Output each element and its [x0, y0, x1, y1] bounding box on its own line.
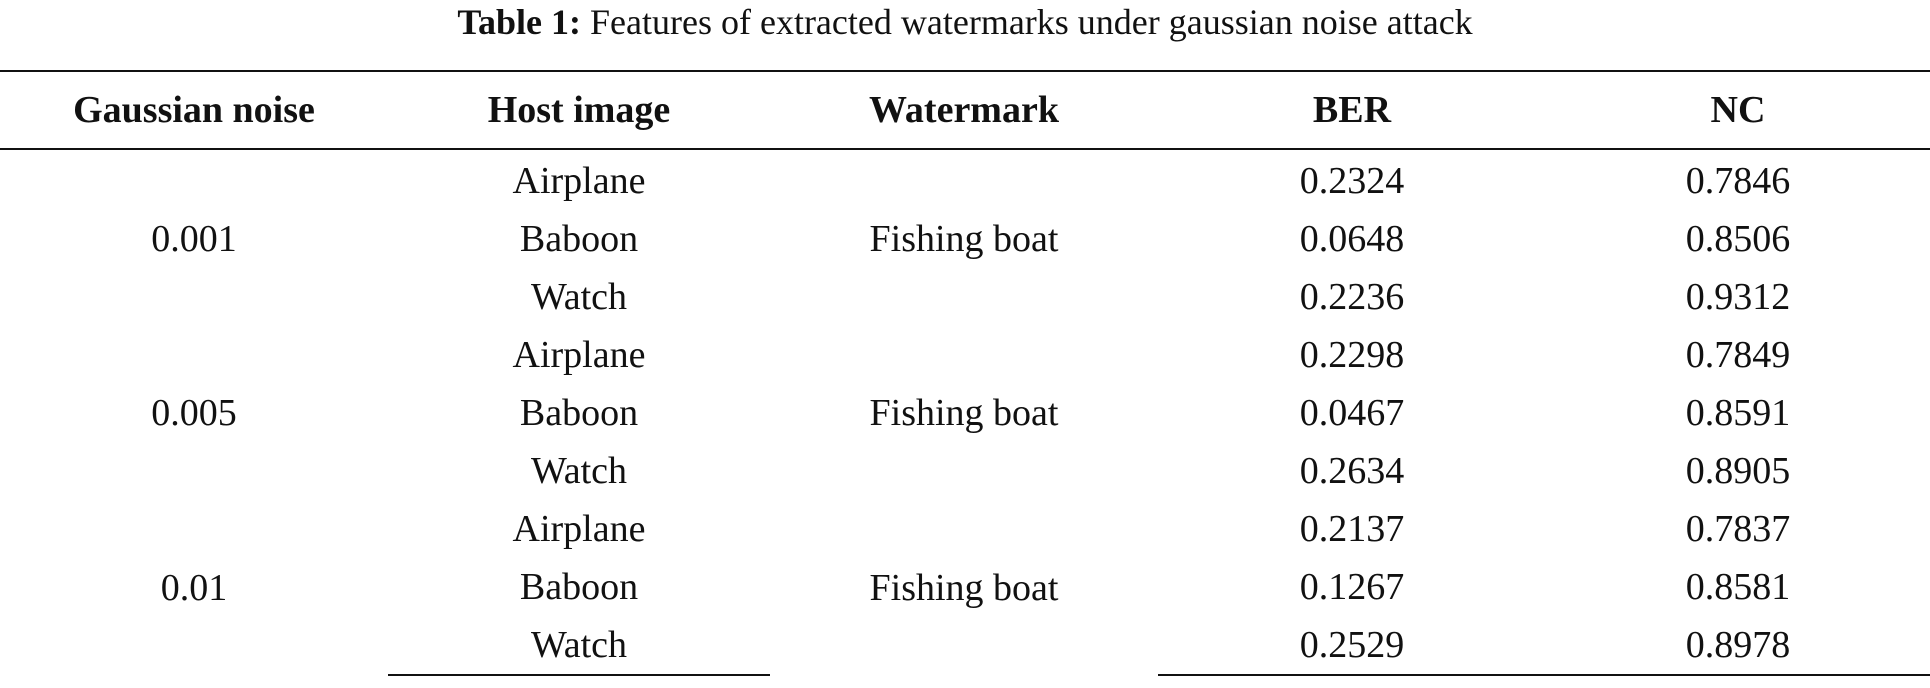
host-cell: Airplane	[512, 508, 646, 550]
nc-cell: 0.8581	[1685, 566, 1791, 608]
table-row: Watch 0.2634 0.8905	[0, 442, 1930, 500]
noise-cell: 0.001	[151, 218, 237, 260]
table-row: Watch 0.2236 0.9312	[0, 268, 1930, 326]
ber-cell: 0.2634	[1299, 450, 1405, 492]
table-row: Baboon 0.0648 0.8506	[0, 210, 1930, 268]
ber-cell: 0.1267	[1299, 566, 1405, 608]
ber-cell: 0.2236	[1299, 276, 1405, 318]
results-table: Gaussian noise Host image Watermark BER …	[0, 70, 1930, 676]
header-host-image: Host image	[487, 89, 671, 131]
nc-cell: 0.8506	[1685, 218, 1791, 260]
table-row: 0.005 Airplane Fishing boat 0.2298 0.784…	[0, 326, 1930, 434]
nc-cell: 0.7837	[1685, 508, 1791, 550]
ber-cell: 0.2298	[1299, 334, 1405, 376]
header-nc: NC	[1710, 89, 1766, 131]
host-cell: Baboon	[519, 392, 639, 434]
noise-cell: 0.01	[160, 566, 228, 609]
noise-cell: 0.005	[151, 392, 237, 434]
host-cell: Baboon	[519, 566, 639, 608]
watermark-cell: Fishing boat	[869, 566, 1059, 609]
caption-text: Features of extracted watermarks under g…	[590, 2, 1473, 42]
watermark-cell: Fishing boat	[869, 392, 1059, 434]
host-cell: Baboon	[519, 218, 639, 260]
header-watermark: Watermark	[869, 89, 1059, 131]
host-cell: Airplane	[512, 334, 646, 376]
nc-cell: 0.8978	[1546, 616, 1930, 676]
caption-label: Table 1:	[457, 2, 582, 42]
ber-cell: 0.2137	[1299, 508, 1405, 550]
table-row: 0.01 Airplane Fishing boat 0.2137 0.7837	[0, 500, 1930, 609]
ber-cell: 0.0467	[1299, 392, 1405, 434]
ber-cell: 0.0648	[1299, 218, 1405, 260]
nc-cell: 0.8591	[1685, 392, 1791, 434]
table-row: Baboon 0.1267 0.8581	[0, 558, 1930, 616]
nc-cell: 0.8905	[1685, 450, 1791, 492]
header-ber: BER	[1312, 89, 1392, 131]
ber-cell: 0.2529	[1158, 616, 1546, 676]
nc-cell: 0.7849	[1685, 334, 1791, 376]
ber-cell: 0.2324	[1299, 160, 1405, 202]
watermark-cell: Fishing boat	[869, 218, 1059, 260]
host-cell: Airplane	[512, 160, 646, 202]
table-row: 0.001 Airplane Fishing boat 0.2324 0.784…	[0, 149, 1930, 260]
header-gaussian-noise: Gaussian noise	[73, 89, 315, 131]
host-cell: Watch	[388, 616, 770, 676]
table-row: Watch 0.2529 0.8978	[0, 616, 1930, 676]
nc-cell: 0.9312	[1685, 276, 1791, 318]
header-row: Gaussian noise Host image Watermark BER …	[0, 71, 1930, 149]
nc-cell: 0.7846	[1685, 160, 1791, 202]
host-cell: Watch	[530, 276, 628, 318]
table-caption: Table 1: Features of extracted watermark…	[0, 0, 1930, 42]
table-row: Baboon 0.0467 0.8591	[0, 384, 1930, 442]
host-cell: Watch	[530, 450, 628, 492]
